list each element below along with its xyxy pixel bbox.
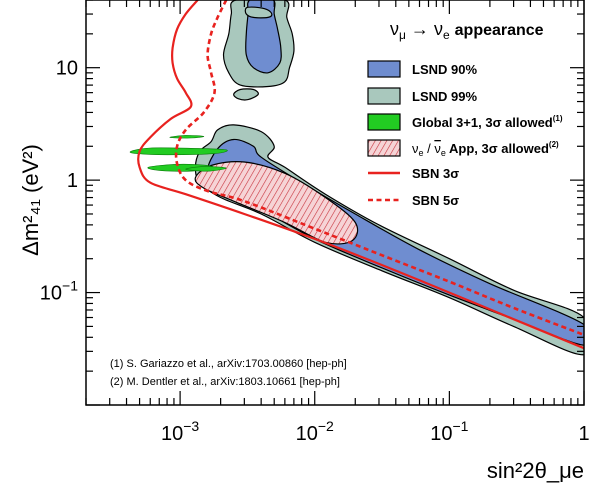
x-axis-title: sin²2θ_μe (487, 458, 584, 483)
tick-labels: 10−3 10−2 10−1 1 10−1 1 10 (40, 58, 590, 445)
legend-label-lsnd90: LSND 90% (412, 62, 477, 77)
x-tick-label: 10−2 (296, 418, 334, 445)
global-3plus1-island-4 (185, 166, 227, 172)
y-tick-label: 10 (56, 58, 78, 80)
global-3plus1-island-3 (169, 135, 205, 139)
legend-label-lsnd99: LSND 99% (412, 89, 477, 104)
legend-item-lsnd99: LSND 99% (367, 87, 477, 105)
legend-item-lsnd90: LSND 90% (367, 60, 477, 78)
legend-item-sbn3: SBN 3σ (368, 166, 459, 181)
contour-regions (129, 0, 584, 356)
legend-label-app: νe / νe App, 3σ allowed(2) (412, 140, 559, 158)
legend: νμ → νe appearance LSND 90% LSND 99% Global… (367, 19, 563, 208)
y-axis-title: Δm²₄₁ (eV²) (18, 144, 43, 256)
lsnd-99-island-low (233, 88, 259, 101)
legend-label-sbn3: SBN 3σ (412, 166, 459, 181)
x-tick-label: 1 (578, 423, 589, 445)
plot-frame (85, 0, 585, 406)
y-tick-label: 1 (67, 170, 78, 192)
reference-notes: (1) S. Gariazzo et al., arXiv:1703.00860… (110, 358, 347, 388)
lsnd-90-island-high (245, 0, 282, 74)
legend-item-global: Global 3+1, 3σ allowed(1) (367, 113, 563, 131)
global-3plus1-island-1 (129, 147, 228, 156)
y-tick-label: 10−1 (40, 278, 78, 305)
legend-item-sbn5: SBN 5σ (368, 193, 459, 208)
x-tick-label: 10−3 (161, 418, 199, 445)
legend-swatch-lsnd99 (367, 87, 401, 105)
app-3sigma-region (194, 161, 359, 245)
reference-note-1: (1) S. Gariazzo et al., arXiv:1703.00860… (110, 358, 347, 370)
legend-label-sbn5: SBN 5σ (412, 193, 459, 208)
legend-item-app: νe / νe App, 3σ allowed(2) (367, 139, 559, 158)
sbn-3sigma-line (137, 0, 584, 350)
sensitivity-lines (137, 0, 584, 350)
legend-swatch-global (367, 113, 401, 131)
legend-label-global: Global 3+1, 3σ allowed(1) (412, 114, 563, 130)
reference-note-2: (2) M. Dentler et al., arXiv:1803.10661 … (110, 376, 340, 388)
axis-ticks (85, 0, 585, 406)
legend-swatch-app (367, 139, 401, 157)
lsnd-99-island-small (244, 6, 273, 19)
x-tick-label: 10−1 (430, 418, 468, 445)
legend-title: νμ → νe appearance (390, 19, 544, 42)
legend-swatch-lsnd90 (367, 60, 401, 78)
